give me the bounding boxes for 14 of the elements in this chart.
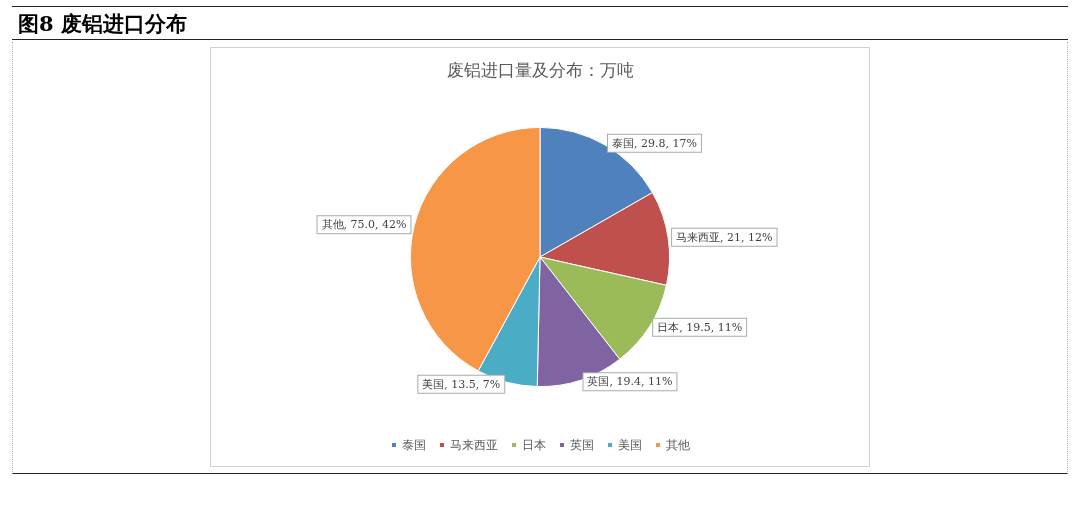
data-label: 英国, 19.4, 11% [587, 375, 673, 389]
legend-label: 美国 [618, 438, 642, 452]
text: 图8 废铝进口分布 [12, 6, 1068, 40]
data-label: 泰国, 29.8, 17% [611, 136, 697, 150]
data-label: 其他, 75.0, 42% [321, 218, 407, 232]
legend-label: 马来西亚 [450, 438, 498, 452]
legend-label: 日本 [522, 438, 546, 452]
data-label: 日本, 19.5, 11% [657, 320, 743, 334]
legend-label: 其他 [666, 438, 690, 452]
data-label: 马来西亚, 21, 12% [676, 230, 773, 244]
data-label: 美国, 13.5, 7% [422, 377, 501, 391]
chart-subtitle: 废铝进口量及分布：万吨 [446, 59, 634, 80]
legend-label: 英国 [570, 438, 594, 452]
legend-label: 泰国 [402, 438, 426, 452]
